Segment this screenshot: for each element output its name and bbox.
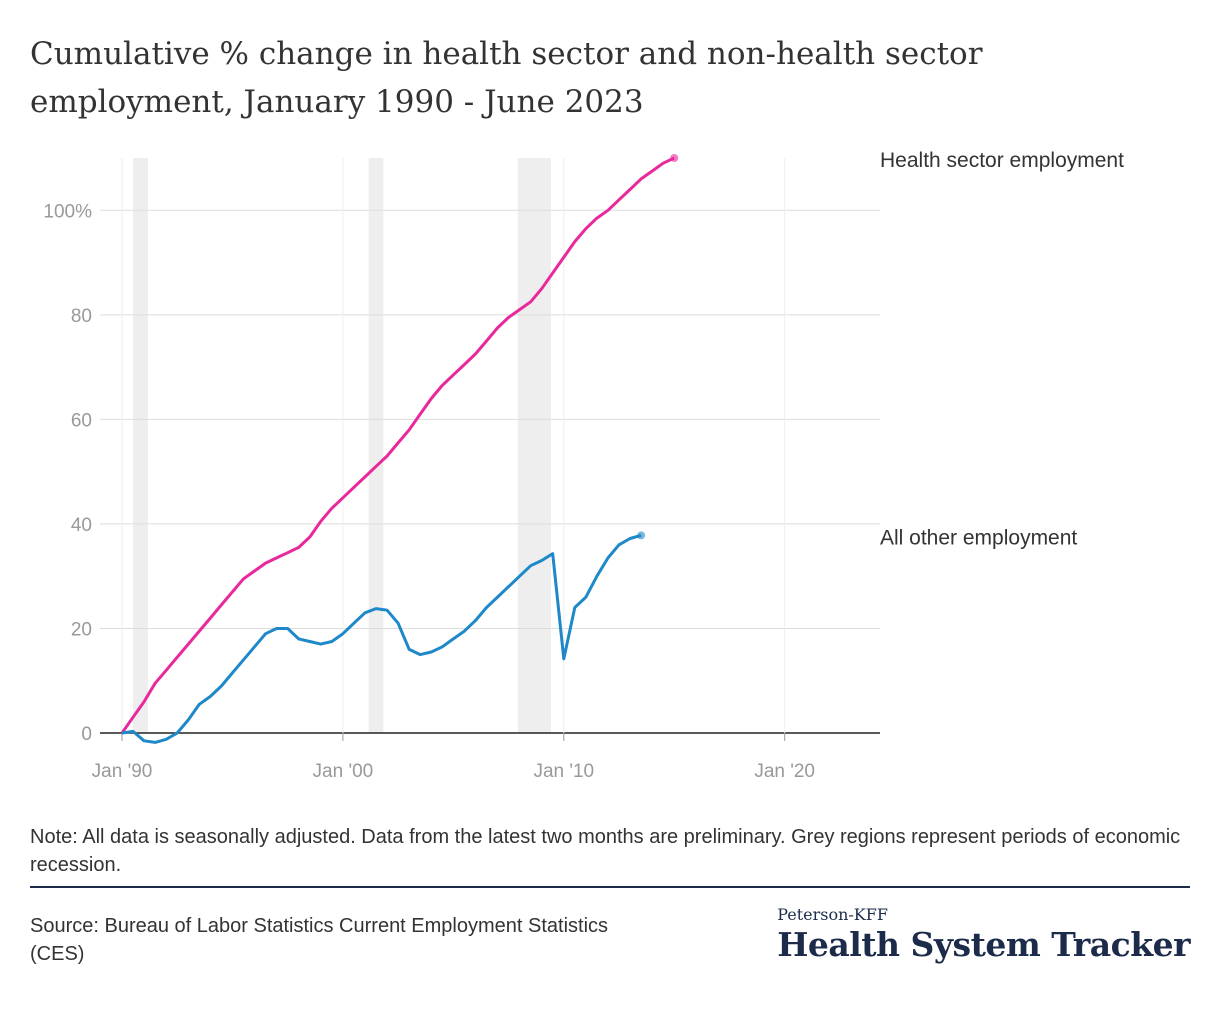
brand-main-text: Health System Tracker: [777, 925, 1190, 964]
y-tick-label: 80: [71, 306, 92, 327]
y-axis-ticks: 0 20 40 60 80 100%: [43, 201, 92, 745]
brand-logo: Peterson-KFF Health System Tracker: [777, 905, 1190, 965]
series-end-label-0: Health sector employment: [880, 149, 1124, 172]
recession-band-0: [133, 158, 148, 733]
recession-band-2: [517, 158, 551, 733]
chart-title: Cumulative % change in health sector and…: [30, 36, 983, 120]
series-end-labels: Health sector employment All other employ…: [880, 149, 1124, 549]
y-tick-label: 20: [71, 619, 92, 640]
y-tick-label: 60: [71, 410, 92, 431]
series-line-0: [120, 156, 675, 734]
y-tick-label: 40: [71, 515, 92, 536]
x-tick-label: Jan '00: [313, 761, 374, 782]
series-line-1: [121, 533, 642, 744]
x-tick-label: Jan '90: [92, 761, 153, 782]
recession-band-1: [368, 158, 384, 733]
series-end-point-0: [670, 154, 679, 162]
x-tick-label: Jan '10: [533, 761, 594, 782]
series-end-label-1: All other employment: [880, 526, 1077, 549]
brand-top-text: Peterson-KFF: [777, 905, 888, 924]
x-axis-ticks: Jan '90 Jan '00 Jan '10 Jan '20: [92, 733, 815, 782]
gridlines: [100, 158, 880, 734]
divider: [30, 886, 1190, 888]
chart-note: Note: All data is seasonally adjusted. D…: [30, 826, 1181, 876]
series-lines: [120, 154, 679, 744]
y-tick-label: 0: [81, 724, 92, 745]
y-tick-label: 100%: [43, 201, 92, 222]
recession-bands: [133, 158, 551, 733]
series-end-point-1: [637, 531, 646, 540]
chart-source: Source: Bureau of Labor Statistics Curre…: [30, 915, 609, 965]
x-tick-label: Jan '20: [754, 761, 815, 782]
